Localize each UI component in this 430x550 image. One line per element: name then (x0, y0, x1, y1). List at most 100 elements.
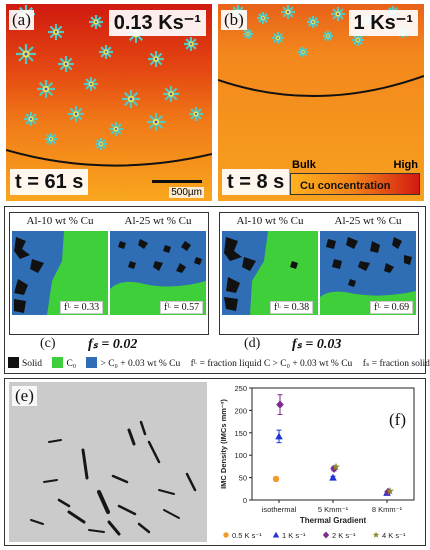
imc-needle (107, 520, 121, 536)
dendrite (298, 47, 308, 57)
panel-d-label: (d) (244, 336, 261, 351)
legend-above: > C₀ + 0.03 wt % Cu (86, 357, 180, 369)
dendrite (331, 7, 345, 21)
imc-density-chart: 0 50 100 150 200 250 isothermal 5 Kmm⁻¹ 8 Kmm⁻¹ I… (219, 384, 415, 540)
legend-label: 1 K s⁻¹ (282, 531, 306, 540)
simulation-legend: Solid C₀ > C₀ + 0.03 wt % Cu fᴸ = fracti… (8, 357, 430, 369)
dendrite (95, 138, 107, 150)
y-tick-label: 150 (234, 429, 247, 438)
panel-e-micrograph (9, 382, 207, 542)
imc-needle (163, 509, 180, 519)
dendrite (99, 45, 113, 59)
dendrite (307, 16, 319, 28)
imc-needle (127, 428, 136, 446)
panel-b-label: (b) (221, 10, 247, 30)
legend-label: 0.5 K s⁻¹ (232, 531, 262, 540)
legend-label: 4 K s⁻¹ (382, 531, 406, 540)
dendrite (48, 24, 64, 40)
panel-c-right-fl: fᴸ = 0.57 (160, 301, 204, 314)
y-axis-label: IMC Density (IMCs mm⁻³) (219, 399, 228, 489)
panel-a-concentration-map (6, 4, 212, 201)
panel-f: 0 50 100 150 200 250 isothermal 5 Kmm⁻¹ 8 Kmm⁻¹ I… (212, 382, 424, 544)
panel-c-fraction-solid: fₛ = 0.02 (88, 337, 138, 352)
imc-needle (43, 479, 58, 483)
solid-swatch (8, 357, 19, 368)
imc-needle (158, 489, 175, 495)
legend-fl-definition: fᴸ = fraction liquid C > C₀ + 0.03 wt % … (190, 359, 353, 369)
data-point (276, 400, 284, 409)
series-4 (332, 462, 394, 495)
imc-needle (67, 510, 86, 524)
legend-c0: C₀ (52, 357, 76, 369)
x-tick-label: 8 Kmm⁻¹ (372, 505, 403, 514)
imc-needle (117, 504, 137, 516)
panel-d-fraction-solid: fₛ = 0.03 (292, 337, 342, 352)
series-2 (275, 429, 391, 496)
legend-marker (272, 531, 280, 538)
dendrite (189, 107, 203, 121)
data-point (275, 432, 283, 440)
panel-c-right-simulation (110, 231, 206, 315)
panel-b-cooling-rate: 1 Ks⁻¹ (348, 10, 418, 36)
panel-d-right-title: Al-25 wt % Cu (334, 215, 402, 227)
dendrite (37, 80, 55, 98)
scale-bar (152, 180, 202, 183)
series-1 (272, 475, 280, 483)
legend-fs-definition: fₛ = fraction solid (362, 359, 430, 369)
legend-marker (322, 531, 330, 539)
panel-c-label: (c) (40, 336, 56, 351)
y-tick-label: 200 (234, 406, 247, 415)
dendrite (243, 29, 253, 39)
legend-label: 2 K s⁻¹ (332, 531, 356, 540)
dendrite (68, 106, 84, 122)
dendrite (148, 51, 164, 67)
panel-b-concentration-map (218, 4, 424, 201)
legend-item: 2 K s⁻¹ (322, 531, 356, 540)
data-point (329, 473, 337, 481)
panel-b: (b) 1 Ks⁻¹ t = 8 s Bulk High Cu concentr… (218, 4, 424, 201)
imc-needle (97, 490, 110, 514)
dendrite (84, 77, 98, 91)
panel-c-left-title: Al-10 wt % Cu (26, 215, 94, 227)
legend-item: 0.5 K s⁻¹ (223, 531, 262, 540)
colorbar (290, 173, 420, 195)
dendrite (58, 56, 74, 72)
imc-needle (57, 498, 71, 508)
dendrite (16, 44, 36, 64)
imc-needle (88, 529, 105, 533)
imc-needle (185, 472, 197, 492)
dendrite (122, 90, 140, 108)
panel-c-left-fl: fᴸ = 0.33 (60, 301, 104, 314)
panel-d-right-simulation (320, 231, 416, 315)
panel-c-right-title: Al-25 wt % Cu (124, 215, 192, 227)
imc-needle (30, 519, 44, 525)
dendrite (257, 12, 269, 24)
panel-e: (e) (9, 382, 207, 542)
c0-swatch (52, 357, 64, 368)
panel-e-label: (e) (12, 386, 37, 406)
panel-b-time: t = 8 s (222, 169, 290, 195)
dendrite (323, 31, 333, 41)
data-point (272, 475, 280, 483)
data-point (384, 487, 392, 497)
x-tick-label: isothermal (262, 505, 297, 514)
series-3 (276, 394, 392, 497)
panel-c: Al-10 wt % Cu Al-25 wt % Cu fᴸ = 0.33 fᴸ… (9, 212, 209, 335)
imc-needle (111, 474, 129, 484)
imc-needles (30, 420, 197, 536)
dendrite (45, 133, 57, 145)
panel-a: (a) 0.13 Ks⁻¹ t = 61 s 500µm (6, 4, 212, 201)
solidification-front-line (6, 149, 212, 167)
imc-needle (81, 448, 89, 480)
legend-solid: Solid (8, 357, 42, 369)
panel-d: Al-10 wt % Cu Al-25 wt % Cu fᴸ = 0.38 fᴸ… (219, 212, 419, 335)
plot-area (251, 387, 415, 501)
dendrite (147, 113, 165, 131)
dendrite (272, 32, 284, 44)
dendrite (281, 5, 295, 19)
panel-d-left-fl: fᴸ = 0.38 (270, 301, 314, 314)
colorbar-title: Cu concentration (300, 180, 391, 192)
panel-d-left-title: Al-10 wt % Cu (236, 215, 304, 227)
panel-f-label: (f) (389, 410, 406, 429)
dendrite (109, 122, 123, 136)
